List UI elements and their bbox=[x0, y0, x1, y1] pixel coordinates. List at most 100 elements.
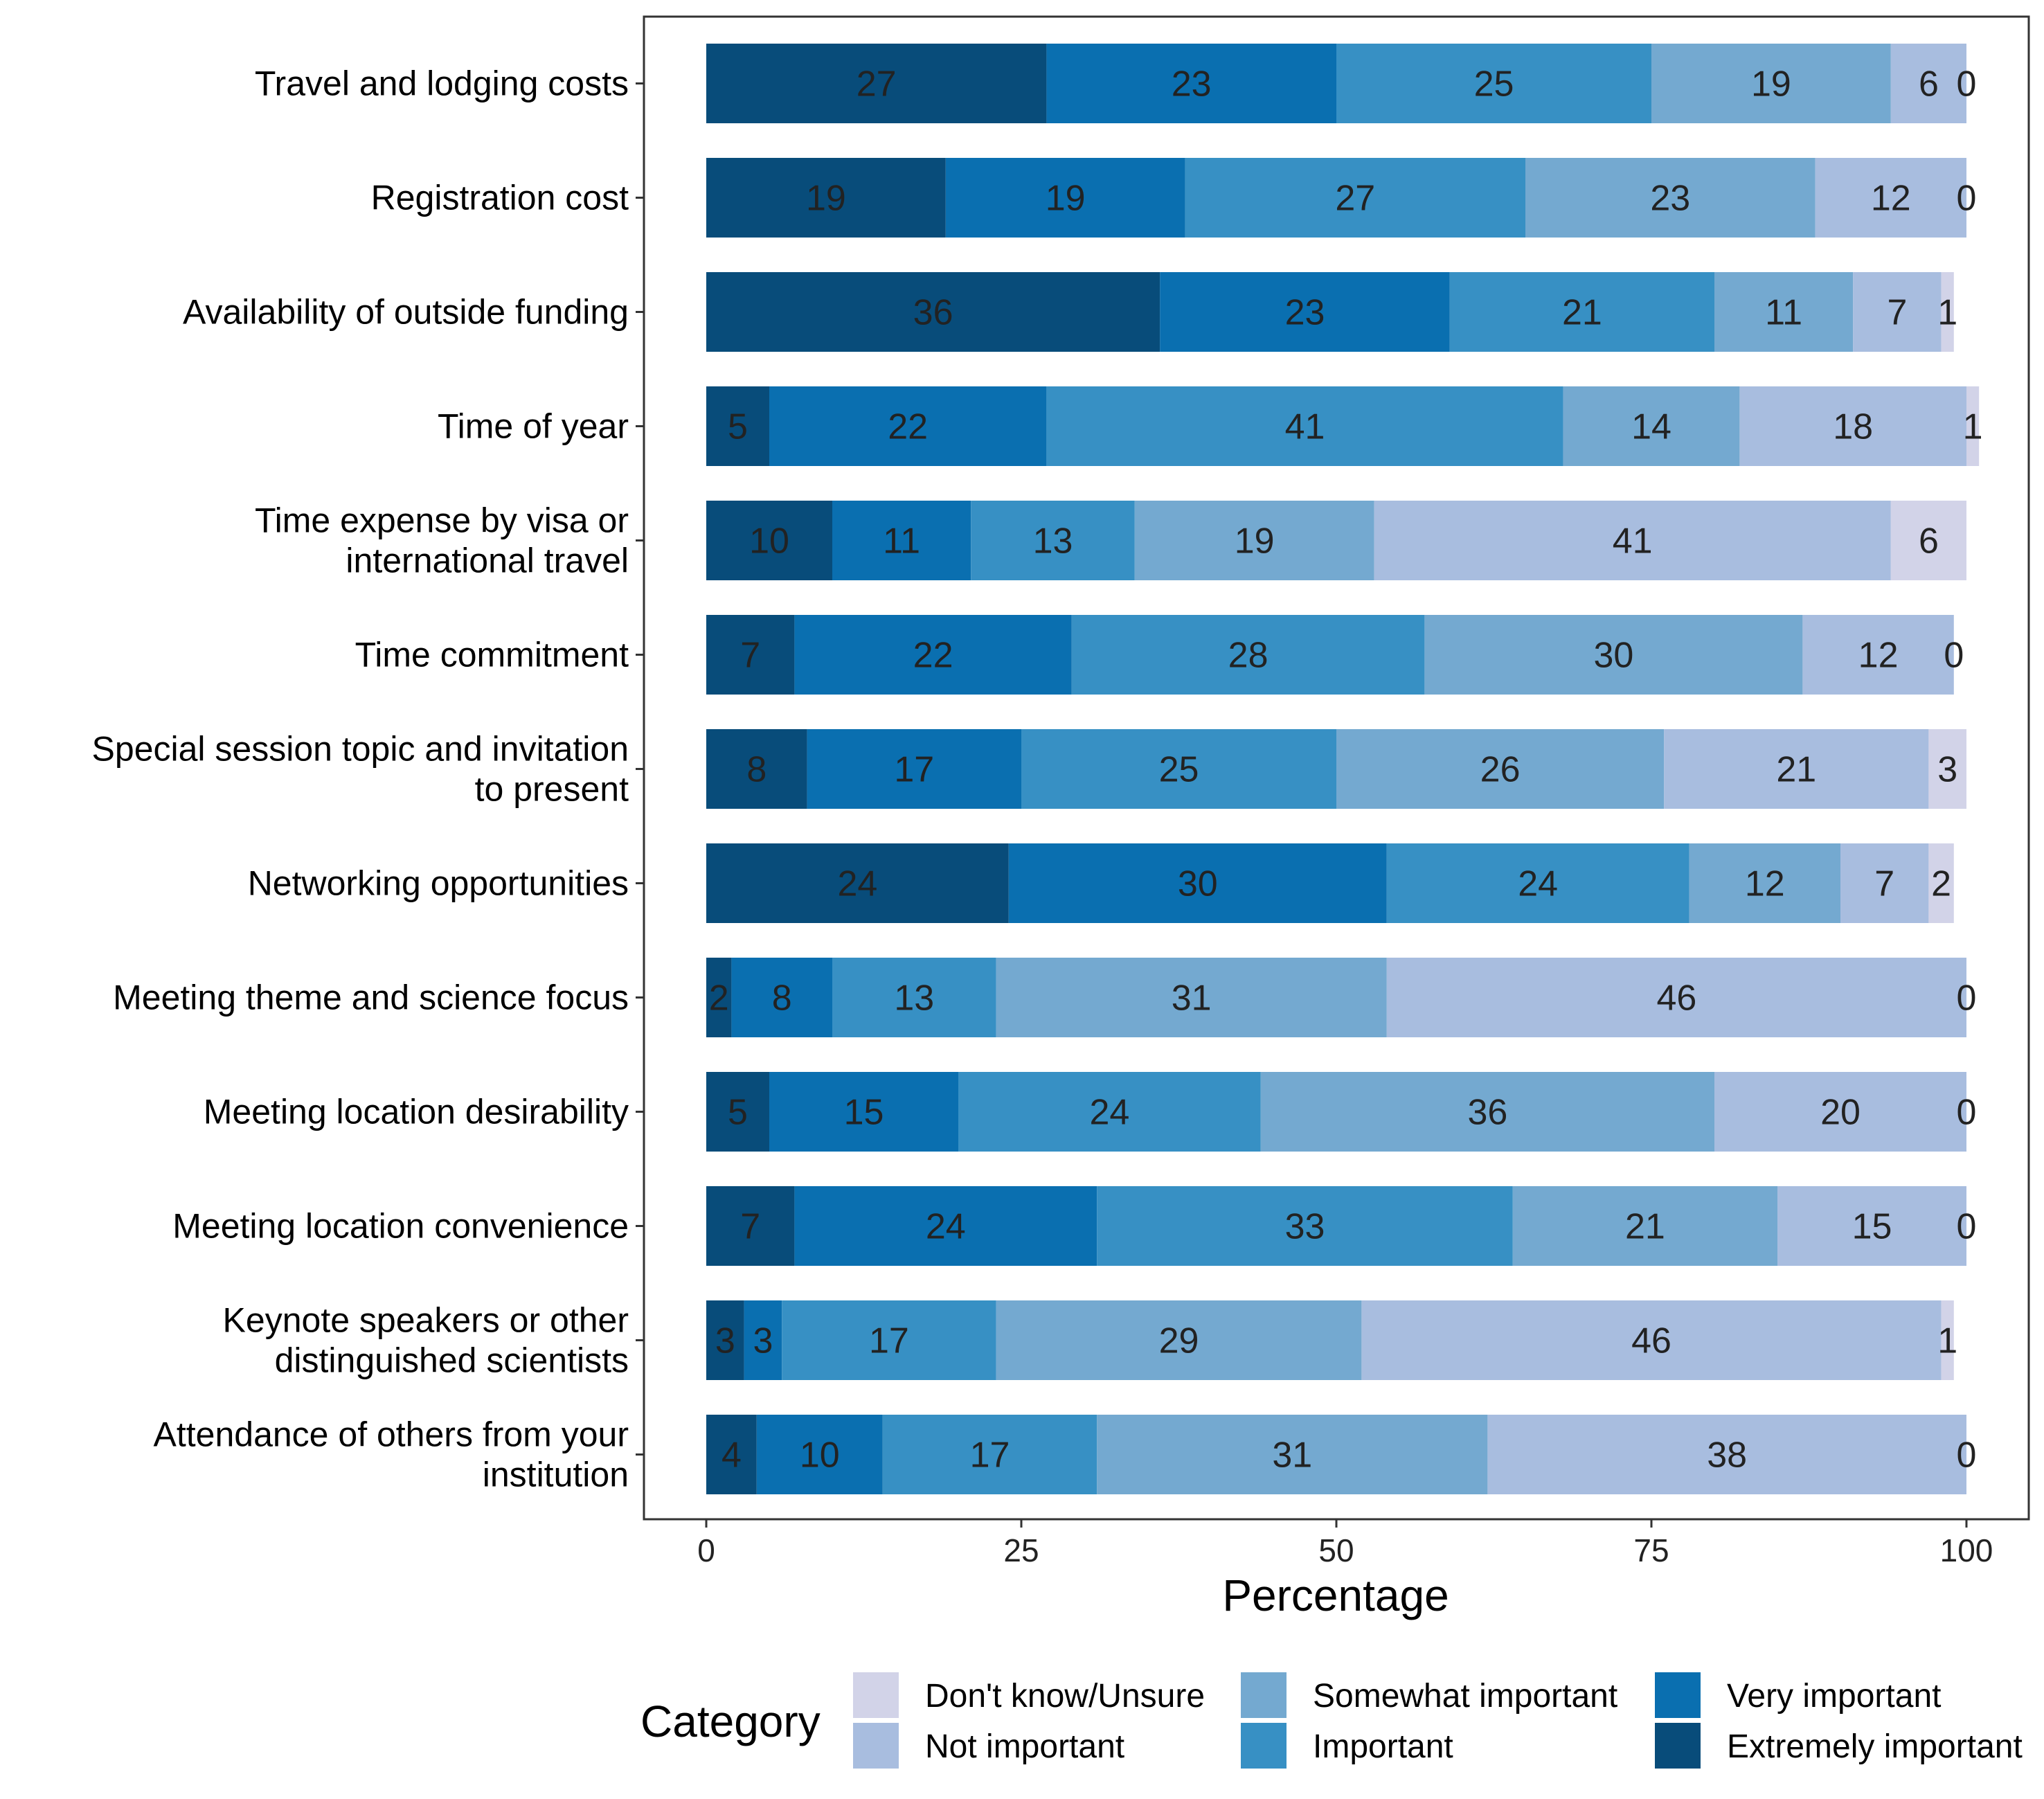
legend-key-somewhat-important bbox=[1241, 1672, 1287, 1718]
bar-very-important-1 bbox=[1046, 44, 1336, 123]
bar-very-important-2 bbox=[945, 158, 1185, 238]
bar-value-important-11: 33 bbox=[1285, 1207, 1325, 1247]
bar-important-6 bbox=[1071, 615, 1425, 695]
bar-don-t-know-unsure-8 bbox=[1928, 843, 1954, 923]
bar-value-important-6: 28 bbox=[1228, 636, 1268, 676]
bar-value-don-t-know-unsure-5: 6 bbox=[1919, 521, 1939, 562]
bar-value-not-important-12: 46 bbox=[1631, 1321, 1671, 1361]
bar-value-important-4: 41 bbox=[1285, 407, 1325, 447]
category-label-1: Travel and lodging costs bbox=[255, 64, 629, 103]
category-label-12: Keynote speakers or other distinguished s… bbox=[223, 1301, 629, 1380]
bar-value-very-important-13: 10 bbox=[800, 1435, 840, 1476]
bar-value-somewhat-important-8: 12 bbox=[1745, 864, 1785, 904]
bar-somewhat-important-13 bbox=[1097, 1415, 1488, 1494]
bar-value-not-important-3: 7 bbox=[1887, 293, 1907, 333]
bar-value-extremely-important-13: 4 bbox=[721, 1435, 742, 1476]
x-axis-title: Percentage bbox=[1222, 1570, 1449, 1620]
bar-somewhat-important-7 bbox=[1336, 729, 1665, 809]
bar-very-important-3 bbox=[1160, 272, 1450, 352]
x-tick-label-25: 25 bbox=[1003, 1532, 1039, 1568]
x-tick-label-100: 100 bbox=[1940, 1532, 1993, 1568]
bar-very-important-8 bbox=[1008, 843, 1387, 923]
bar-value-don-t-know-unsure-11: 0 bbox=[1957, 1207, 1977, 1247]
bar-value-very-important-9: 8 bbox=[772, 978, 792, 1019]
bar-value-don-t-know-unsure-12: 1 bbox=[1937, 1321, 1957, 1361]
x-tick-label-75: 75 bbox=[1633, 1532, 1669, 1568]
bar-important-7 bbox=[1021, 729, 1336, 809]
bar-very-important-13 bbox=[756, 1415, 883, 1494]
bar-value-very-important-10: 15 bbox=[844, 1093, 884, 1133]
bar-value-not-important-6: 12 bbox=[1858, 636, 1899, 676]
bar-value-extremely-important-4: 5 bbox=[728, 407, 748, 447]
bar-very-important-6 bbox=[794, 615, 1072, 695]
bar-value-somewhat-important-13: 31 bbox=[1272, 1435, 1312, 1476]
bar-value-important-10: 24 bbox=[1089, 1093, 1129, 1133]
bar-value-not-important-10: 20 bbox=[1820, 1093, 1861, 1133]
bar-not-important-2 bbox=[1815, 158, 1966, 238]
bar-extremely-important-12 bbox=[706, 1300, 744, 1380]
bar-important-4 bbox=[1046, 386, 1563, 466]
bar-somewhat-important-11 bbox=[1512, 1186, 1777, 1266]
bar-extremely-important-3 bbox=[706, 272, 1160, 352]
x-tick-label-0: 0 bbox=[697, 1532, 715, 1568]
bar-don-t-know-unsure-5 bbox=[1890, 501, 1966, 580]
bar-value-important-5: 13 bbox=[1033, 521, 1073, 562]
bar-important-8 bbox=[1386, 843, 1689, 923]
bar-somewhat-important-9 bbox=[996, 958, 1387, 1037]
legend-key-not-important bbox=[853, 1723, 899, 1769]
bar-not-important-5 bbox=[1374, 501, 1891, 580]
bar-extremely-important-6 bbox=[706, 615, 795, 695]
bar-very-important-11 bbox=[794, 1186, 1097, 1266]
bar-important-3 bbox=[1449, 272, 1714, 352]
bar-extremely-important-13 bbox=[706, 1415, 757, 1494]
bar-value-somewhat-important-7: 26 bbox=[1480, 750, 1521, 790]
bar-value-don-t-know-unsure-4: 1 bbox=[1963, 407, 1983, 447]
bar-value-extremely-important-8: 24 bbox=[837, 864, 877, 904]
bar-important-1 bbox=[1336, 44, 1651, 123]
bar-extremely-important-5 bbox=[706, 501, 832, 580]
bar-value-extremely-important-5: 10 bbox=[749, 521, 789, 562]
bar-not-important-7 bbox=[1664, 729, 1929, 809]
bar-value-extremely-important-2: 19 bbox=[806, 179, 846, 219]
bar-not-important-10 bbox=[1714, 1072, 1966, 1152]
bar-value-not-important-2: 12 bbox=[1871, 179, 1911, 219]
bar-value-important-2: 27 bbox=[1335, 179, 1375, 219]
bar-value-not-important-7: 21 bbox=[1776, 750, 1816, 790]
bar-value-important-7: 25 bbox=[1159, 750, 1199, 790]
bar-very-important-12 bbox=[744, 1300, 782, 1380]
bar-value-not-important-4: 18 bbox=[1833, 407, 1873, 447]
bar-value-don-t-know-unsure-2: 0 bbox=[1957, 179, 1977, 219]
bar-value-extremely-important-3: 36 bbox=[913, 293, 953, 333]
bar-value-somewhat-important-6: 30 bbox=[1593, 636, 1633, 676]
bar-value-important-13: 17 bbox=[970, 1435, 1010, 1476]
bar-not-important-6 bbox=[1802, 615, 1954, 695]
bar-value-somewhat-important-12: 29 bbox=[1159, 1321, 1199, 1361]
bar-value-extremely-important-12: 3 bbox=[715, 1321, 735, 1361]
bar-extremely-important-10 bbox=[706, 1072, 769, 1152]
bar-don-t-know-unsure-7 bbox=[1928, 729, 1966, 809]
bar-value-somewhat-important-11: 21 bbox=[1625, 1207, 1665, 1247]
bar-value-not-important-11: 15 bbox=[1852, 1207, 1892, 1247]
bar-somewhat-important-10 bbox=[1260, 1072, 1714, 1152]
bar-value-don-t-know-unsure-1: 0 bbox=[1957, 64, 1977, 105]
category-label-11: Meeting location convenience bbox=[172, 1207, 629, 1246]
legend-key-extremely-important bbox=[1655, 1723, 1701, 1769]
bar-value-don-t-know-unsure-10: 0 bbox=[1957, 1093, 1977, 1133]
category-label-5: Time expense by visa or international tra… bbox=[255, 501, 629, 580]
bar-value-somewhat-important-9: 31 bbox=[1172, 978, 1212, 1019]
bars-layer: 27 23 25 19 6 019 19 27 23 12 036 23 21 11 7 15 22 41 14 18… bbox=[706, 44, 1983, 1494]
category-label-4: Time of year bbox=[438, 407, 629, 446]
bar-important-2 bbox=[1185, 158, 1525, 238]
bar-extremely-important-2 bbox=[706, 158, 946, 238]
bar-extremely-important-4 bbox=[706, 386, 769, 466]
bar-don-t-know-unsure-4 bbox=[1966, 386, 1980, 466]
bar-value-important-3: 21 bbox=[1562, 293, 1602, 333]
bar-value-not-important-8: 7 bbox=[1874, 864, 1894, 904]
bar-value-extremely-important-9: 2 bbox=[709, 978, 729, 1019]
bar-value-don-t-know-unsure-8: 2 bbox=[1931, 864, 1951, 904]
bar-not-important-4 bbox=[1739, 386, 1966, 466]
bar-value-very-important-6: 22 bbox=[913, 636, 953, 676]
bar-not-important-9 bbox=[1386, 958, 1966, 1037]
bar-value-not-important-1: 6 bbox=[1919, 64, 1939, 105]
